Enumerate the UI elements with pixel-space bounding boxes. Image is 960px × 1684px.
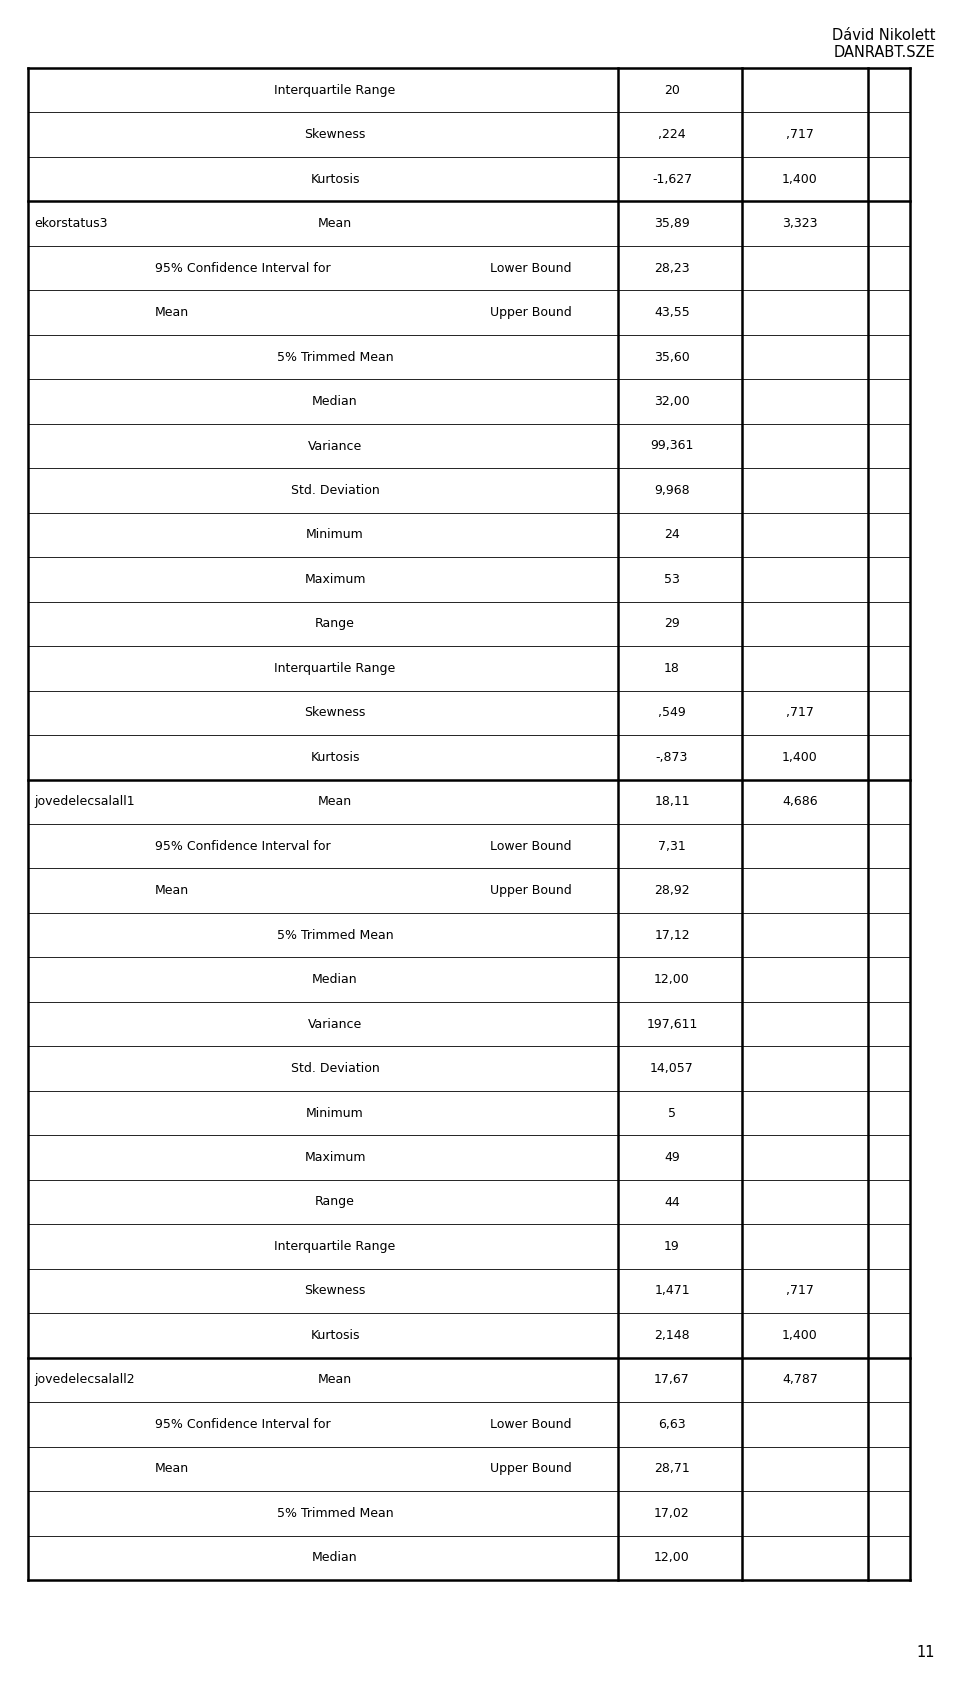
Text: Maximum: Maximum [304,1152,366,1164]
Text: ekorstatus3: ekorstatus3 [34,217,108,231]
Text: Mean: Mean [318,217,352,231]
Text: ,549: ,549 [659,706,685,719]
Text: 6,63: 6,63 [659,1418,685,1431]
Text: Dávid Nikolett
DANRABT.SZE: Dávid Nikolett DANRABT.SZE [831,29,935,61]
Text: 5% Trimmed Mean: 5% Trimmed Mean [276,928,394,941]
Text: ,717: ,717 [786,706,814,719]
Text: 19: 19 [664,1239,680,1253]
Text: Lower Bound: Lower Bound [490,840,571,852]
Text: Range: Range [315,1196,355,1209]
Text: 24: 24 [664,529,680,542]
Text: Kurtosis: Kurtosis [310,751,360,765]
Text: Mean: Mean [155,1462,189,1475]
Text: 17,02: 17,02 [654,1507,690,1519]
Text: Variance: Variance [308,1017,362,1031]
Text: 11: 11 [917,1645,935,1660]
Text: Maximum: Maximum [304,573,366,586]
Text: 7,31: 7,31 [659,840,685,852]
Text: Mean: Mean [318,1374,352,1386]
Text: Median: Median [312,396,358,408]
Text: 53: 53 [664,573,680,586]
Text: Kurtosis: Kurtosis [310,1329,360,1342]
Text: 28,92: 28,92 [654,884,690,898]
Text: ,717: ,717 [786,128,814,141]
Text: ,717: ,717 [786,1285,814,1297]
Text: Mean: Mean [318,795,352,808]
Text: 17,12: 17,12 [654,928,690,941]
Text: jovedelecsalall2: jovedelecsalall2 [34,1374,134,1386]
Text: Upper Bound: Upper Bound [490,884,572,898]
Text: Skewness: Skewness [304,706,366,719]
Text: 28,71: 28,71 [654,1462,690,1475]
Text: Std. Deviation: Std. Deviation [291,483,379,497]
Text: 5: 5 [668,1106,676,1120]
Text: Lower Bound: Lower Bound [490,261,571,274]
Text: 12,00: 12,00 [654,1551,690,1564]
Text: Mean: Mean [155,306,189,318]
Text: 17,67: 17,67 [654,1374,690,1386]
Text: 2,148: 2,148 [654,1329,690,1342]
Text: Mean: Mean [155,884,189,898]
Text: Skewness: Skewness [304,128,366,141]
Text: Interquartile Range: Interquartile Range [275,662,396,675]
Text: 20: 20 [664,84,680,96]
Text: 29: 29 [664,618,680,630]
Text: Lower Bound: Lower Bound [490,1418,571,1431]
Text: Range: Range [315,618,355,630]
Text: 1,400: 1,400 [782,173,818,185]
Text: Median: Median [312,1551,358,1564]
Text: 5% Trimmed Mean: 5% Trimmed Mean [276,1507,394,1519]
Text: 5% Trimmed Mean: 5% Trimmed Mean [276,350,394,364]
Text: 49: 49 [664,1152,680,1164]
Text: 95% Confidence Interval for: 95% Confidence Interval for [155,261,330,274]
Text: 99,361: 99,361 [650,440,694,453]
Text: Upper Bound: Upper Bound [490,1462,572,1475]
Text: Median: Median [312,973,358,987]
Text: 1,400: 1,400 [782,751,818,765]
Text: 12,00: 12,00 [654,973,690,987]
Text: Minimum: Minimum [306,1106,364,1120]
Text: 43,55: 43,55 [654,306,690,318]
Text: 9,968: 9,968 [654,483,690,497]
Text: 95% Confidence Interval for: 95% Confidence Interval for [155,840,330,852]
Text: 18: 18 [664,662,680,675]
Text: 28,23: 28,23 [654,261,690,274]
Text: -,873: -,873 [656,751,688,765]
Text: ,224: ,224 [659,128,685,141]
Text: 14,057: 14,057 [650,1063,694,1074]
Text: 1,400: 1,400 [782,1329,818,1342]
Text: Interquartile Range: Interquartile Range [275,1239,396,1253]
Text: Skewness: Skewness [304,1285,366,1297]
Text: 35,89: 35,89 [654,217,690,231]
Text: Upper Bound: Upper Bound [490,306,572,318]
Text: -1,627: -1,627 [652,173,692,185]
Text: 1,471: 1,471 [654,1285,690,1297]
Text: 197,611: 197,611 [646,1017,698,1031]
Text: 35,60: 35,60 [654,350,690,364]
Text: Interquartile Range: Interquartile Range [275,84,396,96]
Text: Variance: Variance [308,440,362,453]
Text: 95% Confidence Interval for: 95% Confidence Interval for [155,1418,330,1431]
Text: Kurtosis: Kurtosis [310,173,360,185]
Text: jovedelecsalall1: jovedelecsalall1 [34,795,134,808]
Text: 3,323: 3,323 [782,217,818,231]
Text: Minimum: Minimum [306,529,364,542]
Text: 32,00: 32,00 [654,396,690,408]
Text: 18,11: 18,11 [654,795,690,808]
Text: Std. Deviation: Std. Deviation [291,1063,379,1074]
Text: 44: 44 [664,1196,680,1209]
Text: 4,787: 4,787 [782,1374,818,1386]
Text: 4,686: 4,686 [782,795,818,808]
